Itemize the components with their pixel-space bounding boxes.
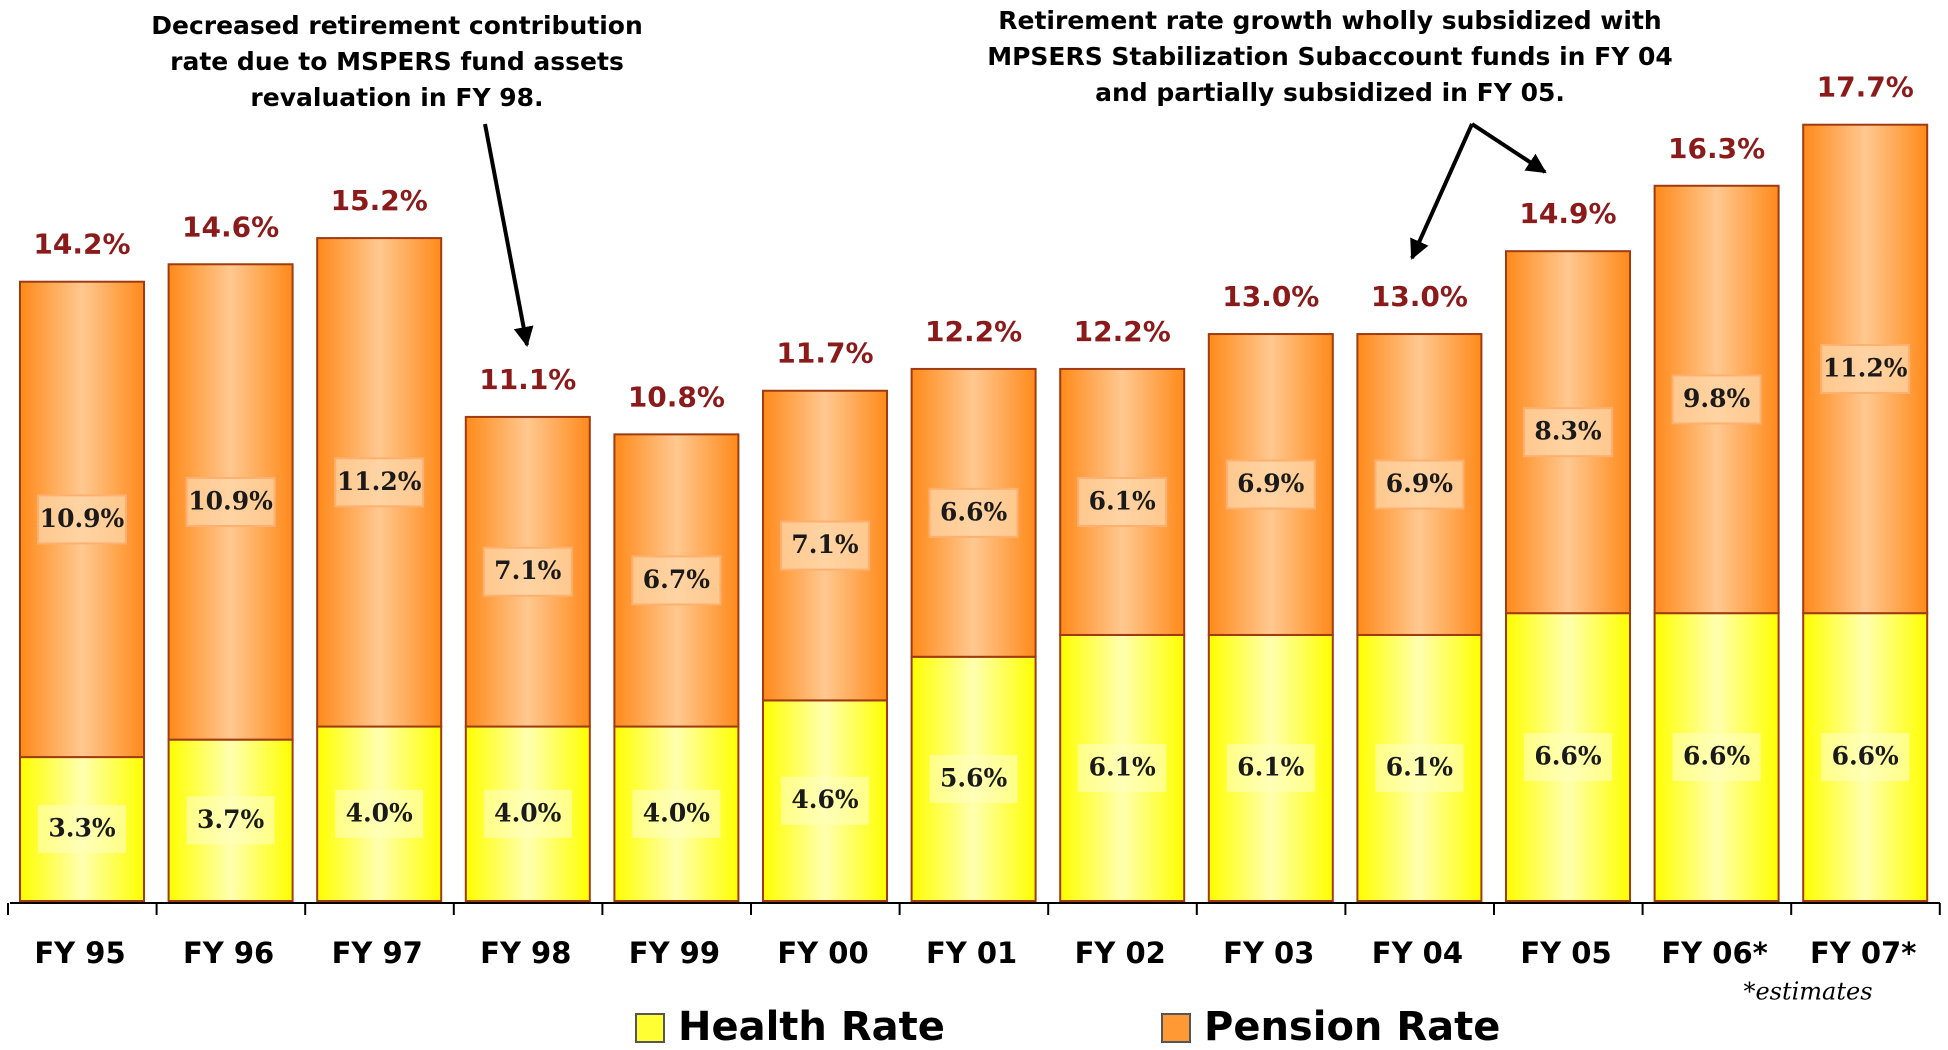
segment-label: 6.1%	[1089, 752, 1156, 781]
segment-label-box	[482, 546, 573, 597]
annotation: MPSERS Stabilization Subaccount funds in…	[987, 42, 1673, 71]
segment-label: 10.9%	[188, 486, 273, 515]
legend-swatch	[635, 1013, 665, 1043]
total-label: 11.7%	[776, 337, 873, 370]
arrow	[1470, 122, 1547, 174]
segment-label-box	[1672, 733, 1761, 782]
segment-label-box	[1671, 374, 1762, 425]
segment-label-box	[1523, 407, 1613, 458]
segment-label: 4.6%	[791, 785, 858, 814]
x-tick-label: FY 97	[332, 936, 423, 970]
x-tick-label: FY 95	[34, 936, 125, 970]
segment-label-box	[334, 457, 425, 508]
segment-label-box	[1078, 743, 1167, 792]
segment-label: 6.6%	[1683, 742, 1750, 771]
x-tick-label: FY 06*	[1661, 936, 1767, 970]
arrows	[483, 122, 1547, 347]
segment-label: 3.7%	[197, 805, 264, 834]
total-label: 15.2%	[331, 184, 428, 217]
segment-label: 6.1%	[1386, 752, 1453, 781]
segment-label: 7.1%	[791, 530, 858, 559]
segment-label: 10.9%	[40, 504, 125, 533]
segment-label: 11.2%	[1823, 353, 1908, 382]
arrow	[483, 123, 534, 347]
segment-label: 7.1%	[494, 556, 561, 585]
legend-swatch	[1161, 1013, 1191, 1043]
segment-label-box	[335, 789, 424, 838]
x-tick-label: FY 05	[1520, 936, 1611, 970]
segment-label: 6.6%	[1832, 742, 1899, 771]
segment-label: 6.6%	[1534, 742, 1601, 771]
x-tick-label: FY 04	[1372, 936, 1463, 970]
segment-label-box	[483, 789, 572, 838]
segment-label: 6.6%	[940, 497, 1007, 526]
total-label: 10.8%	[628, 380, 725, 413]
segment-label-box	[1820, 343, 1911, 394]
annotation: Decreased retirement contribution	[151, 11, 643, 40]
legend-label: Pension Rate	[1204, 1004, 1500, 1050]
total-label: 11.1%	[479, 363, 576, 396]
segment-label: 6.1%	[1089, 486, 1156, 515]
x-tick-label: FY 96	[183, 936, 274, 970]
x-tick-label: FY 07*	[1810, 936, 1916, 970]
x-tick-label: FY 01	[926, 936, 1017, 970]
segment-label: 6.1%	[1237, 752, 1304, 781]
segment-label-box	[1375, 743, 1464, 792]
total-label: 16.3%	[1668, 132, 1765, 165]
segment-label: 8.3%	[1534, 417, 1601, 446]
segment-label: 4.0%	[643, 798, 710, 827]
segment-label: 6.9%	[1237, 469, 1304, 498]
segment-label-box	[186, 796, 275, 845]
segment-label-box	[1821, 733, 1910, 782]
segment-label-box	[780, 520, 870, 571]
annotation: Retirement rate growth wholly subsidized…	[998, 6, 1661, 35]
segment-label: 5.6%	[940, 763, 1007, 792]
x-tick-label: FY 98	[480, 936, 571, 970]
total-label: 14.9%	[1519, 197, 1616, 230]
arrow	[1410, 123, 1474, 260]
total-label: 17.7%	[1817, 71, 1914, 104]
segment-label: 4.0%	[494, 798, 561, 827]
segment-label-box	[781, 776, 869, 825]
segment-label: 6.7%	[643, 565, 710, 594]
segment-label: 3.3%	[48, 814, 115, 843]
legend-label: Health Rate	[678, 1004, 945, 1050]
segment-label-box	[1225, 459, 1316, 510]
segment-label-box	[1226, 743, 1315, 792]
total-label: 14.2%	[33, 228, 130, 261]
total-label: 13.0%	[1371, 280, 1468, 313]
segment-label: 9.8%	[1683, 384, 1750, 413]
annotation: and partially subsidized in FY 05.	[1095, 78, 1565, 107]
total-label: 12.2%	[1074, 315, 1171, 348]
segment-label-box	[929, 754, 1018, 803]
segment-label-box	[1077, 476, 1168, 527]
segment-label: 11.2%	[337, 467, 422, 496]
segment-label-box	[37, 494, 127, 545]
x-tick-label: FY 03	[1223, 936, 1314, 970]
segment-label-box	[38, 805, 126, 854]
segment-label-box	[1374, 459, 1465, 510]
segment-label: 6.9%	[1386, 469, 1453, 498]
annotation: rate due to MSPERS fund assets	[170, 47, 624, 76]
annotation: revaluation in FY 98.	[250, 83, 543, 112]
total-label: 14.6%	[182, 210, 279, 243]
x-tick-label: FY 00	[777, 936, 868, 970]
segment-label-box	[631, 555, 722, 606]
segment-label-box	[632, 789, 721, 838]
total-label: 13.0%	[1222, 280, 1319, 313]
x-tick-label: FY 99	[629, 936, 720, 970]
segment-label-box	[928, 487, 1019, 538]
x-tick-label: FY 02	[1075, 936, 1166, 970]
segment-label-box	[185, 476, 276, 527]
total-label: 12.2%	[925, 315, 1022, 348]
segment-label-box	[1524, 733, 1612, 782]
footnote: *estimates	[1743, 978, 1872, 1006]
segment-label: 4.0%	[346, 798, 413, 827]
